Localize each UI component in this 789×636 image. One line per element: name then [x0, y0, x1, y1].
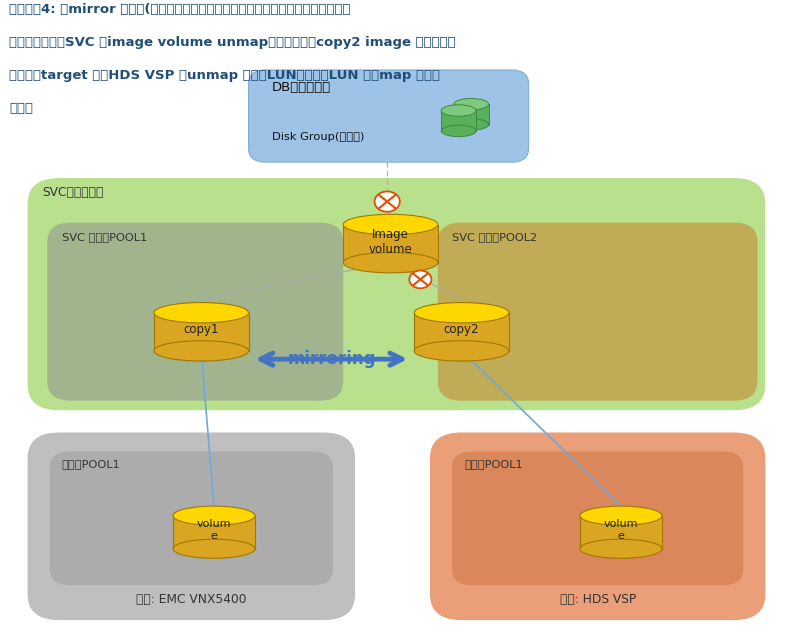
Bar	[414, 313, 509, 351]
FancyBboxPatch shape	[28, 432, 355, 620]
Ellipse shape	[441, 125, 476, 137]
Text: copy1: copy1	[184, 323, 219, 336]
Text: Disk Group(磁盘组): Disk Group(磁盘组)	[272, 132, 365, 142]
Text: DB数据库主机: DB数据库主机	[272, 81, 331, 94]
Text: 主机。: 主机。	[9, 102, 33, 115]
Text: Image
volume: Image volume	[368, 228, 413, 256]
Ellipse shape	[173, 506, 255, 525]
Ellipse shape	[343, 214, 438, 235]
Ellipse shape	[454, 99, 488, 110]
Ellipse shape	[154, 341, 249, 361]
Ellipse shape	[454, 119, 488, 130]
Text: SVC 存储池POOL2: SVC 存储池POOL2	[452, 232, 537, 242]
FancyBboxPatch shape	[28, 178, 765, 410]
FancyBboxPatch shape	[50, 452, 333, 585]
Bar	[154, 313, 249, 351]
Text: 存储池POOL1: 存储池POOL1	[62, 459, 120, 469]
Bar	[343, 225, 438, 263]
Text: 存储: EMC VNX5400: 存储: EMC VNX5400	[136, 593, 247, 606]
Text: SVC 存储池POOL1: SVC 存储池POOL1	[62, 232, 147, 242]
Text: 分离之后target 存储HDS VSP 上unmap 对应的LUN，并将该LUN 重新map 给应用: 分离之后target 存储HDS VSP 上unmap 对应的LUN，并将该LU…	[9, 69, 440, 82]
Ellipse shape	[580, 506, 662, 525]
FancyBboxPatch shape	[249, 70, 529, 162]
Ellipse shape	[441, 105, 476, 116]
Text: mirroring: mirroring	[287, 350, 376, 368]
Ellipse shape	[343, 252, 438, 273]
FancyBboxPatch shape	[47, 223, 343, 401]
Circle shape	[409, 270, 432, 288]
Text: SVC虚拟化网关: SVC虚拟化网关	[42, 186, 103, 198]
FancyBboxPatch shape	[438, 223, 757, 401]
Bar	[454, 104, 488, 125]
FancyBboxPatch shape	[452, 452, 743, 585]
Text: volum
e: volum e	[604, 520, 638, 541]
FancyBboxPatch shape	[430, 432, 765, 620]
Ellipse shape	[414, 341, 509, 361]
Text: unMap LUN: unMap LUN	[353, 216, 422, 228]
Ellipse shape	[580, 539, 662, 558]
Text: 迁移步骤4: 待mirror 完成后(根据数据量同步时间可能持续几个小时到几天），申请第: 迁移步骤4: 待mirror 完成后(根据数据量同步时间可能持续几个小时到几天）…	[9, 3, 351, 16]
Text: 存储: HDS VSP: 存储: HDS VSP	[559, 593, 636, 606]
Text: 二次停机时间。SVC 将image volume unmap收回。同时将copy2 image 方式分离。: 二次停机时间。SVC 将image volume unmap收回。同时将copy…	[9, 36, 456, 49]
Bar	[580, 516, 662, 549]
Text: volum
e: volum e	[196, 520, 231, 541]
Circle shape	[375, 191, 400, 212]
Text: copy2: copy2	[444, 323, 479, 336]
Bar	[173, 516, 255, 549]
Ellipse shape	[414, 303, 509, 323]
Text: 存储池POOL1: 存储池POOL1	[464, 459, 522, 469]
Ellipse shape	[173, 539, 255, 558]
Bar	[441, 111, 476, 131]
Ellipse shape	[154, 303, 249, 323]
